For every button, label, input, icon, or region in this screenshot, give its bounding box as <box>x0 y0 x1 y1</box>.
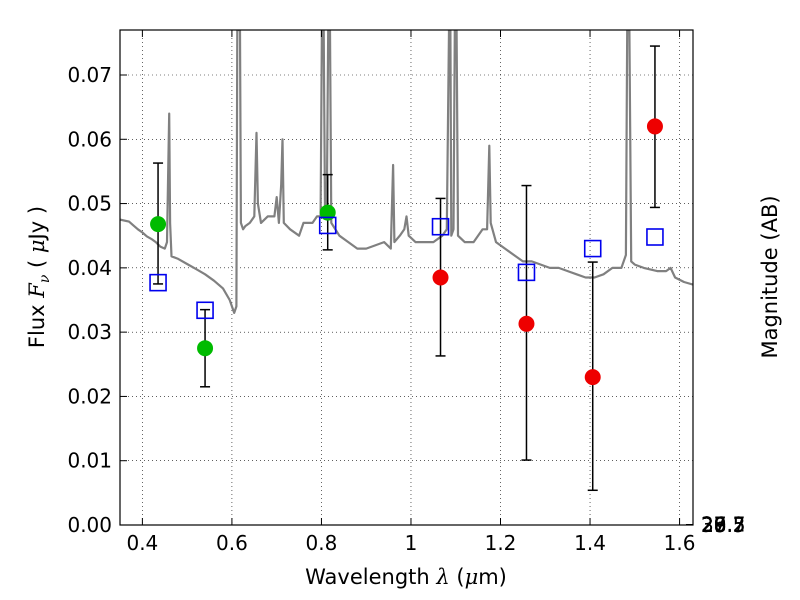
mag-tick-label: 27 <box>701 513 726 537</box>
green-data-point <box>150 216 167 233</box>
y-tick-label: 0.04 <box>67 256 112 280</box>
model-square-point <box>583 239 602 258</box>
mag-tick-label: 26.7 <box>701 513 746 537</box>
model-square-point <box>149 273 167 292</box>
x-tick-label: 1.2 <box>485 531 517 555</box>
x-tick-label: 1 <box>405 531 418 555</box>
x-tick-label: 0.4 <box>126 531 158 555</box>
y-tick-label: 0.01 <box>67 449 112 473</box>
green-data-point <box>319 204 336 221</box>
spectrum-line <box>120 30 693 314</box>
ticks: 0.4 0.6 0.8 1 1.2 1.4 1.6 0.00 0.01 0.02 0.03 0.04 0… <box>67 30 746 555</box>
x-tick-label: 0.8 <box>306 531 338 555</box>
green-data-point <box>197 340 214 357</box>
mag-tick-label: 30 <box>701 513 726 537</box>
mag-tick-label: 28 <box>701 513 726 537</box>
mag-tick-label: 28.5 <box>701 513 746 537</box>
x-tick-label: 0.6 <box>216 531 248 555</box>
spectrum-layer <box>120 30 693 314</box>
mag-tick-label: 27.5 <box>701 513 746 537</box>
mag-tick-label: 29 <box>701 513 726 537</box>
y-tick-label: 0.06 <box>67 127 112 151</box>
model-square-point <box>517 263 536 282</box>
model-square-point <box>196 301 214 320</box>
mag-tick-label: 27.2 <box>701 513 746 537</box>
plot-background <box>120 30 693 525</box>
y-axis-label: Flux Fν ( μJy ) <box>25 206 53 348</box>
y-tick-label: 0.07 <box>67 63 112 87</box>
model-square-point <box>318 216 337 235</box>
red-data-point <box>584 369 601 386</box>
y-tick-label: 0.02 <box>67 384 112 408</box>
red-data-point <box>518 315 535 332</box>
x-tick-label: 1.4 <box>574 531 606 555</box>
y2-axis-label: Magnitude (AB) <box>758 195 782 358</box>
x-tick-label: 1.6 <box>664 531 696 555</box>
y-tick-label: 0.05 <box>67 192 112 216</box>
points-layer <box>149 45 664 492</box>
x-axis-label: Wavelength λ (μm) <box>305 565 507 589</box>
plot-frame <box>119 29 694 526</box>
red-data-point <box>432 269 449 286</box>
y-tick-label: 0.00 <box>67 513 112 537</box>
grid <box>120 30 693 526</box>
model-square-point <box>431 217 450 236</box>
y-tick-label: 0.03 <box>67 320 112 344</box>
model-square-point <box>646 228 664 246</box>
red-data-point <box>646 118 663 135</box>
